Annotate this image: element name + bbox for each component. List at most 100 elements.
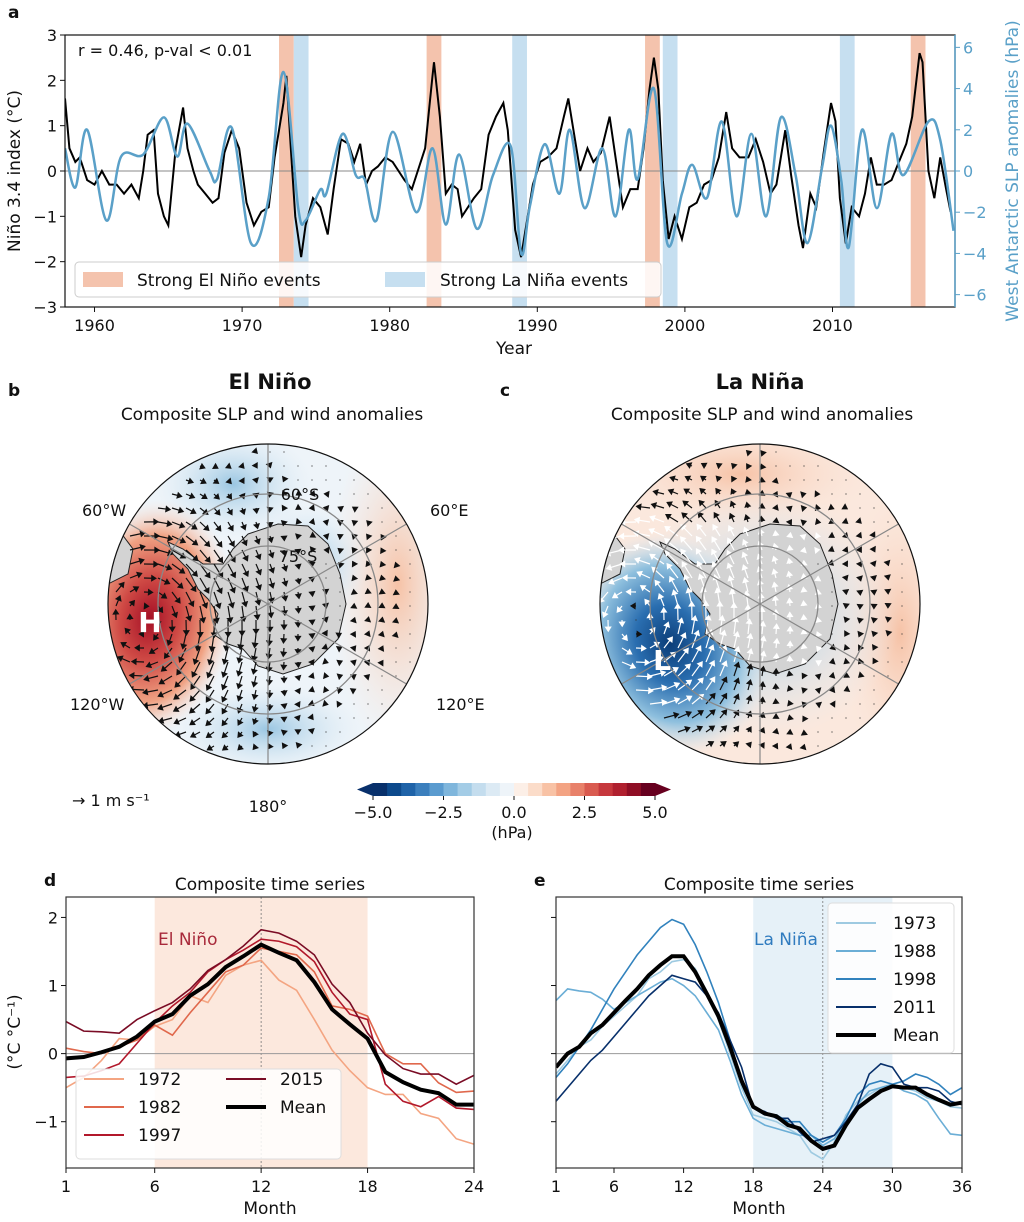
wind-arrow <box>268 563 275 574</box>
wind-arrow <box>349 688 357 695</box>
wind-arrow <box>227 535 235 548</box>
wind-arrow <box>336 673 344 681</box>
wind-arrow <box>364 616 372 623</box>
wind-arrow <box>129 543 146 551</box>
wind-arrow <box>377 630 385 638</box>
wind-arrow <box>691 725 704 733</box>
panel-label-a: a <box>8 3 19 23</box>
wind-arrow <box>199 535 211 548</box>
x-tick-label: 36 <box>952 1177 972 1196</box>
wind-arrow <box>654 579 665 593</box>
wind-arrow <box>185 563 199 577</box>
wind-arrow <box>337 547 345 555</box>
wind-arrow <box>666 501 679 509</box>
wind-arrow <box>224 619 232 638</box>
x-tick-label: 2000 <box>665 316 706 335</box>
wind-arrow <box>671 589 679 607</box>
wind-scale-key: → 1 m s⁻¹ <box>72 791 150 810</box>
legend: 1973 1988 1998 2011 Mean <box>827 902 955 1054</box>
legend-box <box>827 902 955 1054</box>
wind-arrow <box>189 731 201 738</box>
el-nino-annotation: El Niño <box>158 930 217 950</box>
graticule-meridian <box>267 523 407 605</box>
wind-arrow <box>157 689 173 698</box>
wind-arrow <box>635 503 651 511</box>
wind-arrow <box>855 517 862 524</box>
wind-arrow <box>650 502 665 510</box>
wind-arrow <box>841 560 849 568</box>
wind-arrow <box>869 574 877 582</box>
wind-arrow <box>719 709 728 719</box>
wind-arrow <box>280 703 288 710</box>
wind-arrow <box>789 465 791 467</box>
colorbar: −5.0 −2.5 0.0 2.5 5.0 <box>354 783 671 822</box>
y-axis-label-nino: Niño 3.4 index (°C) <box>5 90 25 252</box>
wind-arrow <box>786 597 794 607</box>
wind-arrow <box>859 717 861 719</box>
wind-arrow <box>684 475 693 483</box>
wind-arrow <box>636 570 651 579</box>
wind-arrow <box>409 591 411 593</box>
wind-arrow <box>683 573 693 593</box>
wind-arrow <box>199 605 207 624</box>
wind-arrow <box>325 717 327 719</box>
wind-arrow <box>758 476 766 483</box>
wind-arrow <box>843 671 851 678</box>
wind-arrow <box>395 675 397 677</box>
wind-arrow <box>185 605 193 622</box>
wind-arrow <box>252 619 260 635</box>
wind-arrow <box>267 605 275 619</box>
wind-arrow <box>799 534 807 541</box>
y-tick-label: −1 <box>33 207 57 226</box>
wind-arrow <box>685 462 693 469</box>
wind-arrow <box>251 689 259 701</box>
y-right-tick-label: 0 <box>963 162 973 181</box>
wind-arrow <box>885 629 893 637</box>
wind-arrow <box>185 535 199 546</box>
wind-arrow <box>873 689 875 691</box>
wind-arrow <box>771 477 779 484</box>
legend-label-el-nino: Strong El Niño events <box>137 271 321 291</box>
legend-label: 1998 <box>893 970 936 990</box>
wind-arrow <box>699 475 707 482</box>
y-right-tick-label: 6 <box>963 38 973 57</box>
wind-arrow <box>143 532 161 540</box>
wind-arrow <box>669 475 679 483</box>
wind-arrow <box>196 619 204 638</box>
wind-arrow <box>294 729 302 736</box>
wind-arrow <box>758 680 766 691</box>
wind-arrow <box>311 479 313 481</box>
wind-arrow <box>800 729 808 736</box>
wind-arrow <box>171 506 185 514</box>
wind-arrow <box>322 657 329 665</box>
wind-arrow <box>325 731 327 733</box>
wind-arrow <box>281 504 289 512</box>
x-axis-label-month-e: Month <box>732 1199 785 1218</box>
x-tick-label: 6 <box>150 1177 160 1196</box>
wind-arrow <box>212 477 220 485</box>
wind-arrow <box>221 647 229 665</box>
wind-arrow <box>741 551 749 565</box>
wind-arrow <box>308 633 316 640</box>
wind-arrow <box>786 570 794 579</box>
x-tick-label: 12 <box>673 1177 693 1196</box>
wind-arrow <box>873 521 875 523</box>
wind-arrow <box>393 575 401 582</box>
wind-arrow <box>772 637 781 649</box>
wind-arrow <box>353 493 355 495</box>
high-pressure-label: H <box>138 606 161 639</box>
wind-arrow <box>855 546 862 554</box>
wind-arrow <box>380 547 387 555</box>
wind-arrow <box>129 557 145 565</box>
wind-arrow <box>339 619 341 621</box>
wind-arrow <box>644 598 651 607</box>
wind-arrow <box>800 519 808 527</box>
legend-label: 1988 <box>893 942 936 962</box>
series-1997 <box>66 938 474 1111</box>
y-tick-label: −1 <box>34 1113 58 1132</box>
wind-arrow <box>377 645 385 652</box>
wind-arrow <box>309 546 317 553</box>
wind-arrow <box>843 685 851 693</box>
wind-arrow <box>705 709 716 719</box>
wind-arrow <box>817 745 819 747</box>
